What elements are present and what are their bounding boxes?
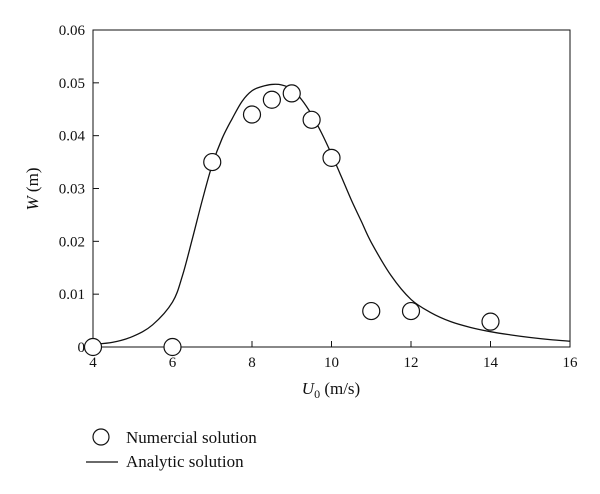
x-tick-label: 8 (248, 355, 256, 371)
y-axis-unit: (m) (23, 168, 42, 197)
legend-circle-marker (92, 428, 110, 446)
y-tick-label: 0 (78, 340, 86, 356)
y-tick-label: 0.01 (59, 287, 85, 303)
numerical-solution-point (322, 148, 341, 167)
legend: Numercial solution Analytic solution (86, 428, 257, 471)
plot-frame (92, 29, 571, 348)
numerical-solution-point (242, 105, 262, 124)
numerical-solution-point (262, 90, 281, 109)
numerical-solution-point (163, 337, 182, 357)
numerical-solution-point (401, 301, 421, 321)
x-tick-label: 14 (483, 355, 499, 371)
legend-label-analytic: Analytic solution (126, 452, 244, 471)
x-tick-label: 10 (324, 355, 339, 371)
plot-series (83, 83, 571, 357)
axis-ticks: 4 6 8 10 12 14 16 0 0.01 0.02 0.03 0.04 0.05 0.06 (59, 23, 578, 371)
y-tick-label: 0.05 (59, 76, 85, 92)
legend-label-numerical: Numercial solution (126, 428, 257, 447)
analytic-solution-line (92, 83, 571, 346)
x-axis-label: U0 (m/s) (302, 379, 360, 401)
y-tick-label: 0.06 (59, 23, 86, 39)
numerical-solution-point (282, 84, 301, 103)
numerical-solution-point (362, 301, 381, 321)
y-axis-label: W (m) (23, 168, 42, 211)
x-tick-label: 16 (563, 355, 579, 371)
x-tick-label: 12 (404, 355, 419, 371)
y-tick-label: 0.03 (59, 182, 85, 198)
x-axis-symbol: U (302, 379, 316, 398)
x-tick-label: 6 (169, 355, 177, 371)
numerical-solution-point (83, 337, 103, 357)
x-axis-subscript: 0 (314, 387, 320, 401)
numerical-solution-point (481, 312, 500, 331)
y-axis-symbol: W (23, 194, 42, 210)
numerical-solution-point (302, 110, 321, 129)
y-tick-label: 0.04 (59, 129, 86, 145)
numerical-solution-point (203, 152, 222, 172)
x-axis-unit: (m/s) (320, 379, 360, 398)
y-tick-label: 0.02 (59, 234, 85, 250)
x-tick-label: 4 (89, 355, 97, 371)
